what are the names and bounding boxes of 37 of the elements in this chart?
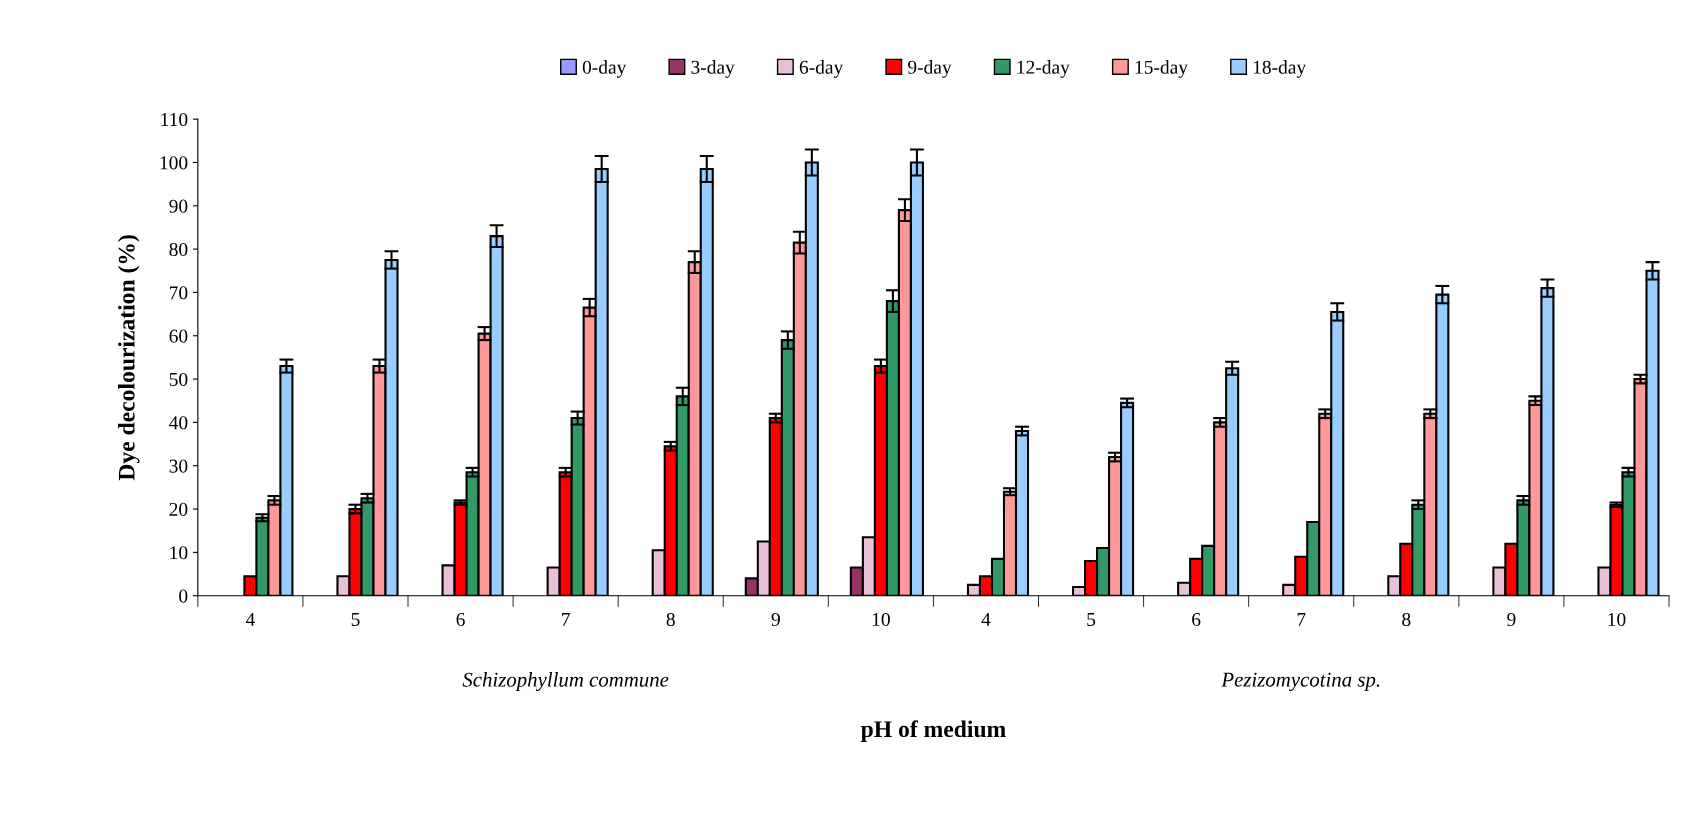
x-tick-label: 8 — [1402, 612, 1411, 627]
legend-label: 6-day — [799, 60, 844, 78]
y-tick-label: 70 — [169, 286, 188, 300]
text: Pezizomycotina sp. — [1221, 672, 1380, 691]
y-tick-label: 40 — [169, 416, 188, 430]
x-tick-label: 10 — [872, 612, 890, 627]
x-tick-label: 5 — [1087, 613, 1096, 627]
x-tick-label: 5 — [351, 613, 360, 627]
legend-label: 9-day — [908, 60, 952, 78]
x-tick-label: 4 — [245, 613, 255, 626]
x-tick-label: 6 — [456, 612, 465, 627]
x-axis-title: pH of medium — [860, 720, 1006, 742]
y-tick-label: 10 — [170, 546, 188, 560]
legend-label: 18-day — [1253, 60, 1307, 78]
legend-label: 15-day — [1135, 60, 1188, 78]
x-tick-label: 8 — [666, 612, 675, 627]
y-tick-label: 90 — [169, 199, 188, 213]
x-tick-label: 9 — [1507, 612, 1516, 627]
x-tick-label: 10 — [1608, 612, 1626, 627]
y-tick-label: 30 — [169, 459, 188, 473]
legend-label: 0-day — [582, 60, 627, 78]
x-tick-label: 7 — [562, 613, 570, 626]
y-tick-label: 20 — [169, 502, 188, 516]
y-tick-label: 60 — [169, 329, 188, 343]
x-tick-label: 9 — [771, 612, 780, 627]
y-tick-label: 50 — [169, 372, 188, 387]
y-axis-title: Dye decolourization (%) — [118, 235, 140, 481]
y-tick-label: 110 — [161, 112, 188, 127]
legend-label: 3-day — [691, 60, 735, 78]
x-tick-label: 4 — [981, 613, 991, 626]
text: Schizophyllum commune — [462, 672, 669, 692]
y-tick-label: 0 — [179, 589, 188, 603]
x-tick-label: 6 — [1192, 612, 1201, 627]
x-tick-label: 7 — [1297, 613, 1306, 626]
y-tick-label: 100 — [160, 156, 188, 170]
legend-label: 12-day — [1017, 60, 1070, 78]
y-tick-label: 80 — [169, 242, 188, 257]
